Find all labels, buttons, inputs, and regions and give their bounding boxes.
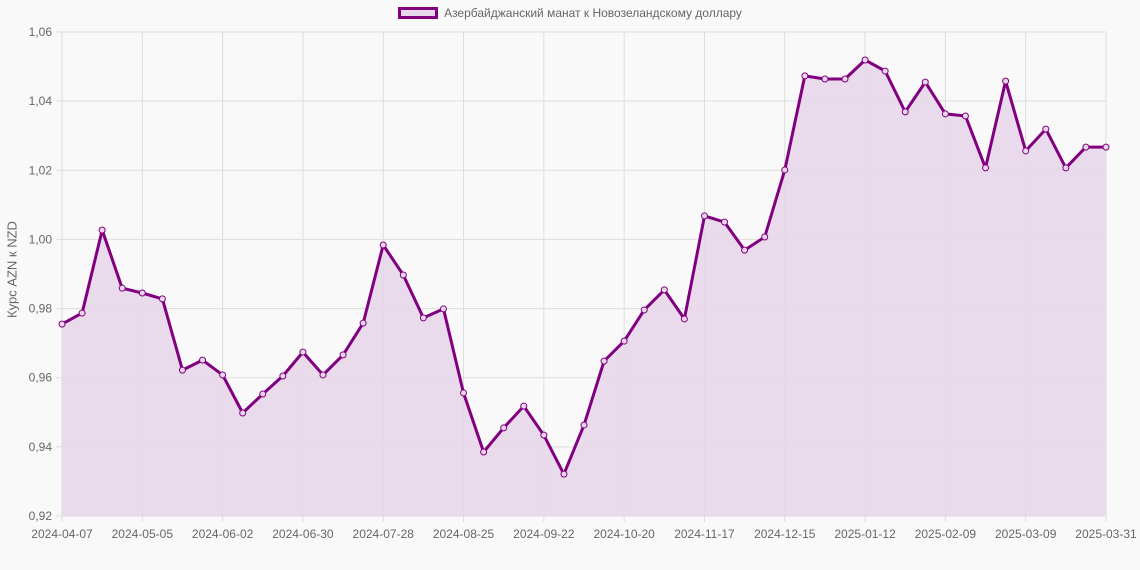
x-tick-label: 2024-07-28 (353, 527, 415, 541)
data-point[interactable] (419, 314, 427, 322)
data-point[interactable] (259, 390, 267, 398)
legend-swatch-icon[interactable] (398, 7, 439, 19)
x-tick-label: 2024-10-20 (593, 527, 655, 541)
data-point[interactable] (319, 371, 327, 379)
data-point[interactable] (118, 284, 126, 292)
data-point[interactable] (239, 409, 247, 417)
x-tick-label: 2024-09-22 (513, 527, 575, 541)
data-point[interactable] (580, 421, 588, 429)
x-axis-ticks: 2024-04-07 2024-05-05 2024-06-02 2024-06-30… (31, 527, 1137, 541)
data-point[interactable] (58, 320, 66, 328)
data-point[interactable] (1002, 77, 1010, 85)
x-tick-label: 2025-01-12 (834, 527, 896, 541)
data-point[interactable] (279, 372, 287, 380)
data-point[interactable] (78, 309, 86, 317)
data-point[interactable] (1102, 143, 1110, 151)
y-tick-label: 0,94 (29, 440, 53, 454)
x-tick-label: 2024-11-17 (674, 527, 735, 541)
data-point[interactable] (680, 315, 688, 323)
y-axis-ticks: 0,92 0,94 0,96 0,98 1,00 1,02 1,04 1,06 (29, 25, 53, 523)
data-point[interactable] (219, 371, 227, 379)
y-tick-label: 1,06 (29, 25, 53, 39)
data-point[interactable] (460, 389, 468, 397)
data-point[interactable] (299, 348, 307, 356)
data-point[interactable] (921, 78, 929, 86)
data-point[interactable] (379, 241, 387, 249)
data-point[interactable] (1022, 147, 1030, 155)
data-point[interactable] (761, 233, 769, 241)
x-tick-label: 2024-12-15 (754, 527, 816, 541)
data-point[interactable] (781, 166, 789, 174)
data-point[interactable] (640, 306, 648, 314)
data-point[interactable] (600, 357, 608, 365)
data-point[interactable] (540, 431, 548, 439)
legend[interactable]: Азербайджанский манат к Новозеландскому … (0, 6, 1140, 20)
y-tick-label: 0,92 (29, 509, 53, 523)
data-point[interactable] (178, 366, 186, 374)
data-point[interactable] (520, 402, 528, 410)
x-tick-label: 2024-08-25 (433, 527, 495, 541)
x-tick-label: 2024-04-07 (31, 527, 93, 541)
data-point[interactable] (961, 112, 969, 120)
data-point[interactable] (399, 271, 407, 279)
data-point[interactable] (901, 108, 909, 116)
data-point[interactable] (741, 246, 749, 254)
data-point[interactable] (801, 72, 809, 80)
x-tick-label: 2025-03-31 (1075, 527, 1137, 541)
data-point[interactable] (700, 212, 708, 220)
y-axis-label: Курс AZN к NZD (4, 221, 20, 318)
data-point[interactable] (480, 448, 488, 456)
data-point[interactable] (1062, 164, 1070, 172)
data-point[interactable] (821, 75, 829, 83)
legend-label[interactable]: Азербайджанский манат к Новозеландскому … (444, 6, 742, 20)
data-point[interactable] (138, 289, 146, 297)
data-point[interactable] (439, 305, 447, 313)
y-tick-label: 1,02 (29, 163, 53, 177)
y-tick-label: 0,98 (29, 302, 53, 316)
data-point[interactable] (881, 67, 889, 75)
data-point[interactable] (982, 164, 990, 172)
x-tick-label: 2025-03-09 (995, 527, 1057, 541)
y-tick-label: 1,00 (29, 232, 53, 246)
data-point[interactable] (721, 218, 729, 226)
data-point[interactable] (941, 110, 949, 118)
data-point[interactable] (841, 75, 849, 83)
data-point[interactable] (359, 319, 367, 327)
x-tick-label: 2025-02-09 (915, 527, 977, 541)
x-tick-label: 2024-06-02 (192, 527, 254, 541)
data-point[interactable] (660, 286, 668, 294)
data-point[interactable] (98, 226, 106, 234)
data-point[interactable] (158, 295, 166, 303)
data-points[interactable] (58, 56, 1110, 478)
data-point[interactable] (1082, 143, 1090, 151)
y-tick-label: 0,96 (29, 371, 53, 385)
data-point[interactable] (620, 337, 628, 345)
data-point[interactable] (861, 56, 869, 64)
data-point[interactable] (500, 424, 508, 432)
data-point[interactable] (339, 351, 347, 359)
y-tick-label: 1,04 (29, 94, 53, 108)
data-point[interactable] (560, 470, 568, 478)
x-tick-label: 2024-06-30 (272, 527, 334, 541)
series-area-fill (62, 60, 1106, 516)
data-point[interactable] (199, 356, 207, 364)
data-point[interactable] (1042, 125, 1050, 133)
x-tick-label: 2024-05-05 (112, 527, 174, 541)
